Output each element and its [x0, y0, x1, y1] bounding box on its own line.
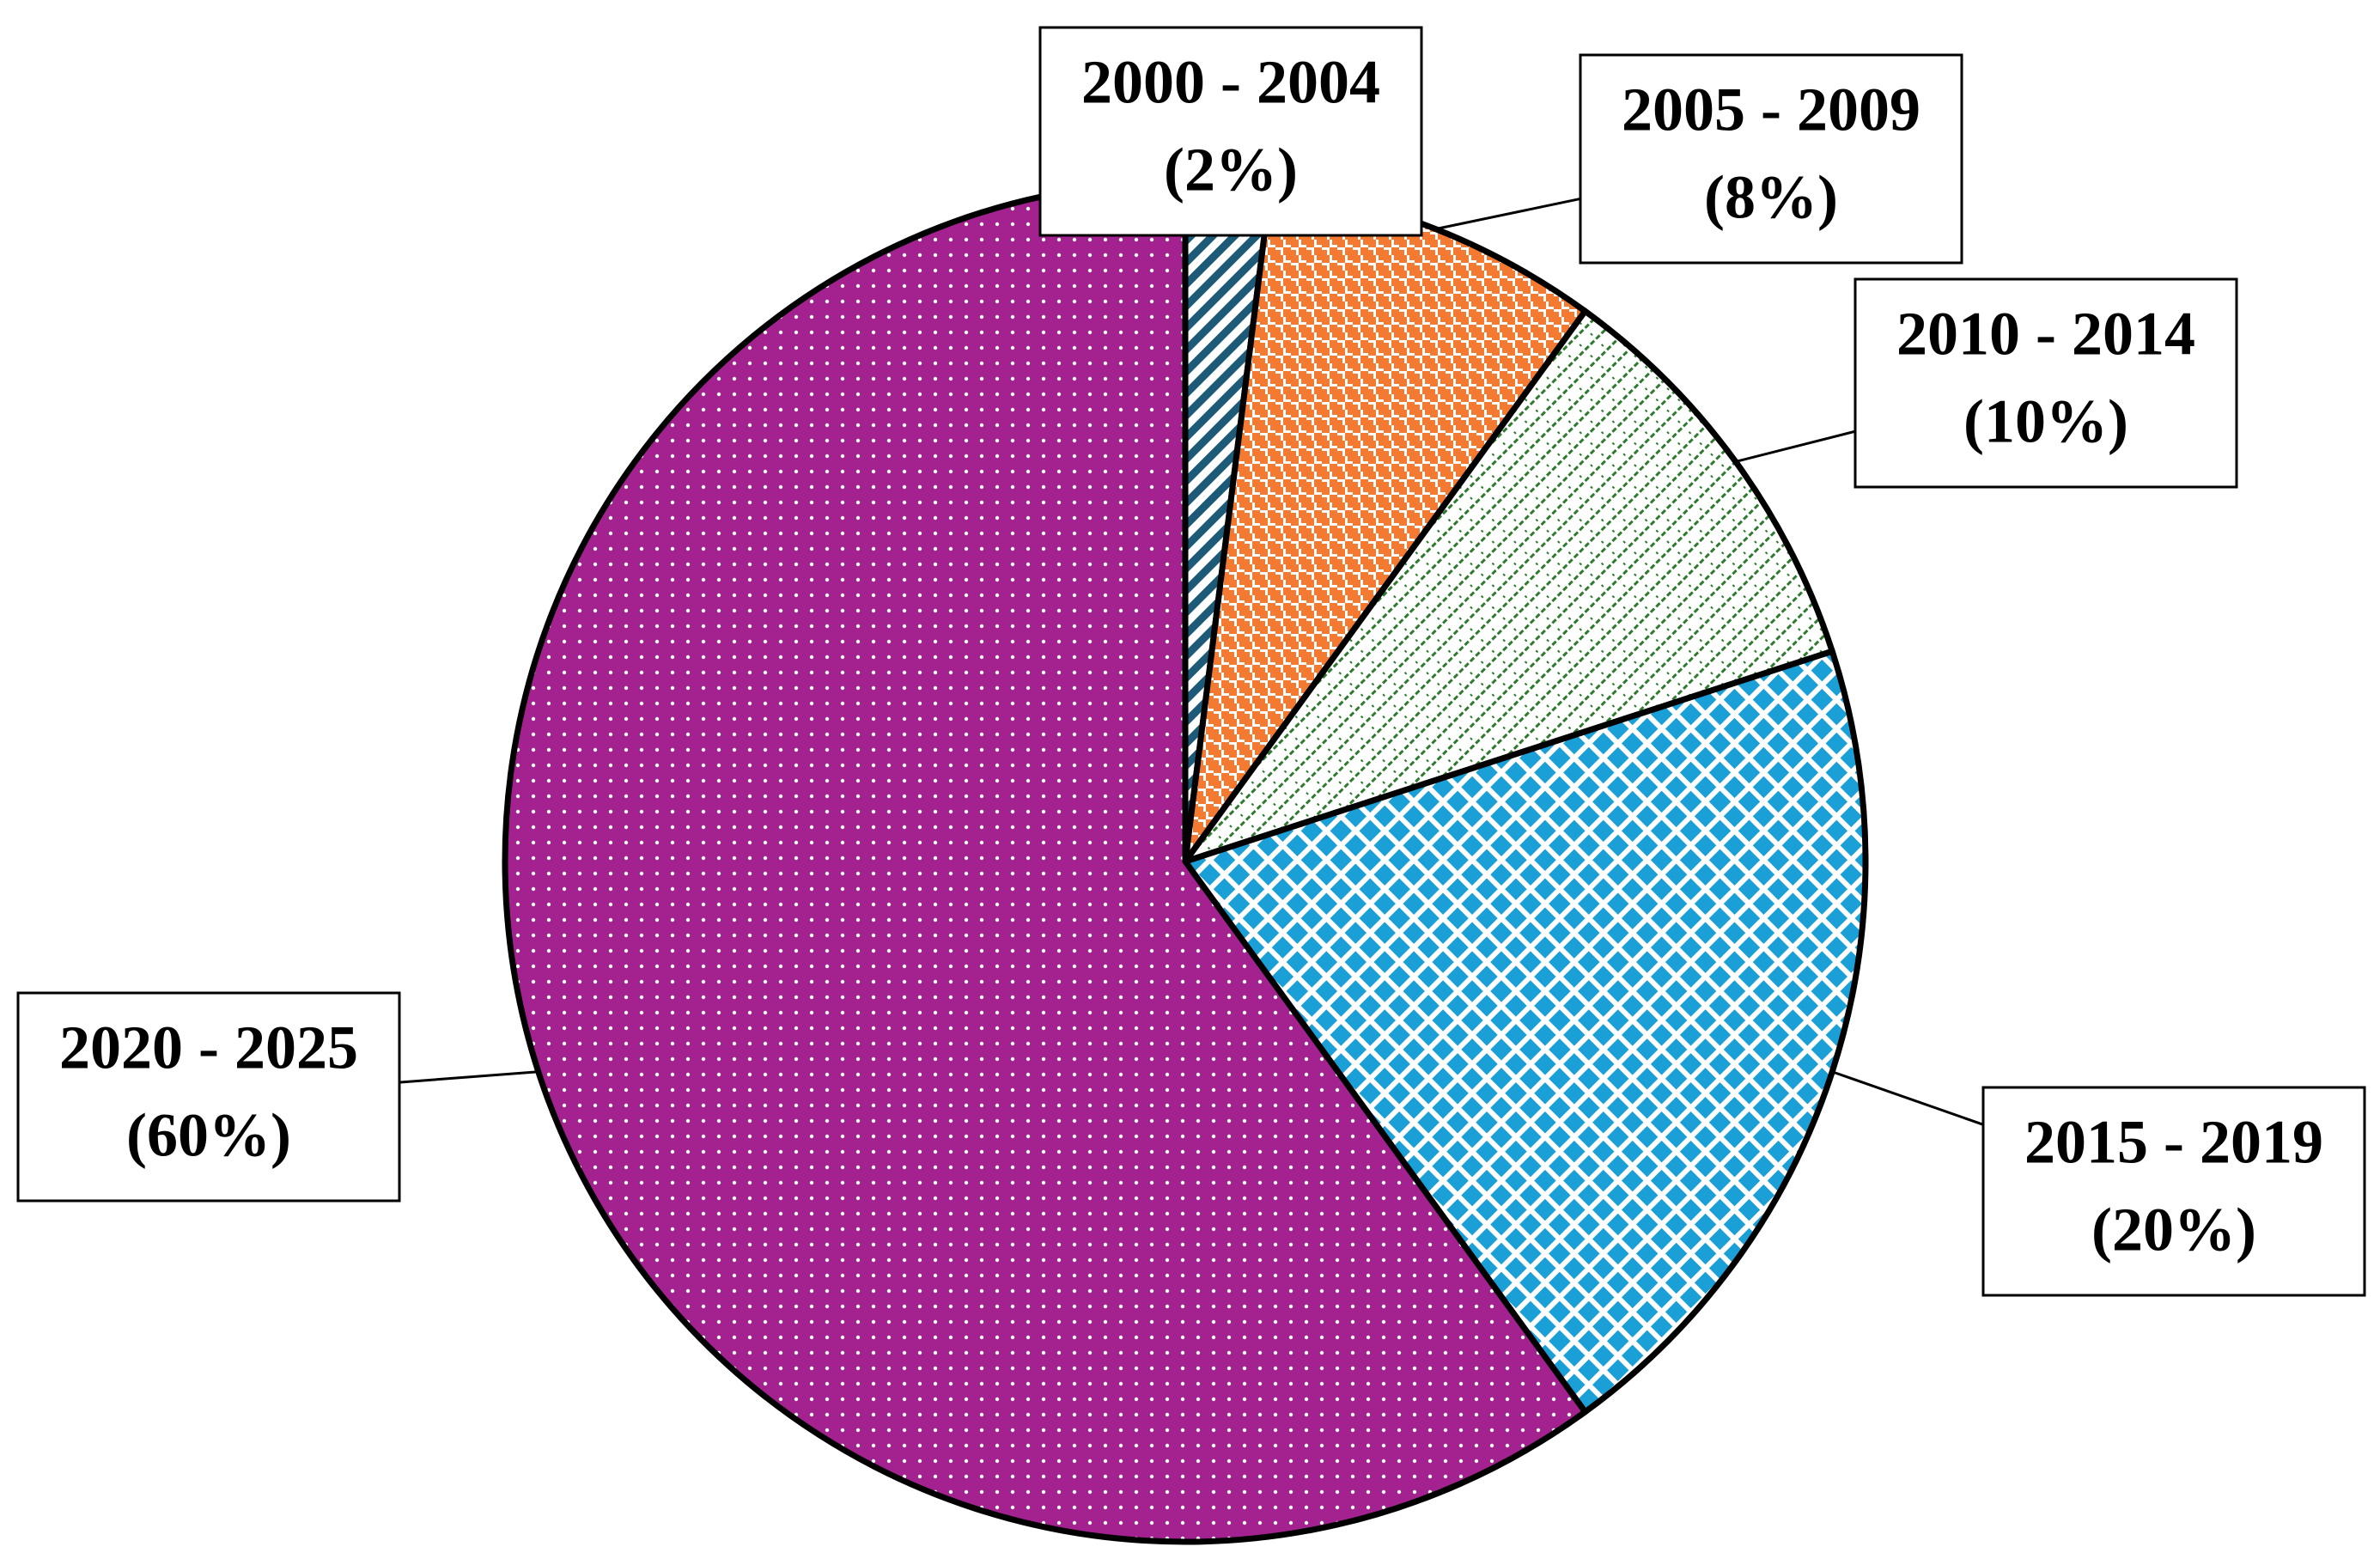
- category-label: 2015 - 2019: [2024, 1108, 2323, 1177]
- category-label: 2005 - 2009: [1622, 76, 1920, 144]
- label-box: [1579, 53, 1963, 265]
- label-box: [1038, 26, 1423, 237]
- label-box: [1981, 1086, 2366, 1297]
- label-box: [16, 991, 401, 1203]
- pie-slice: [1182, 648, 1869, 1416]
- category-label: 2000 - 2004: [1081, 48, 1380, 117]
- value-label: (20%): [2091, 1196, 2256, 1264]
- category-label: 2020 - 2025: [59, 1014, 358, 1082]
- value-label: (2%): [1164, 136, 1298, 204]
- pie-slice: [502, 178, 1589, 1545]
- value-label: (60%): [126, 1101, 291, 1170]
- category-label: 2010 - 2014: [1896, 300, 2195, 368]
- value-label: (10%): [1963, 387, 2128, 456]
- label-box: [1853, 277, 2238, 489]
- value-label: (8%): [1704, 163, 1838, 232]
